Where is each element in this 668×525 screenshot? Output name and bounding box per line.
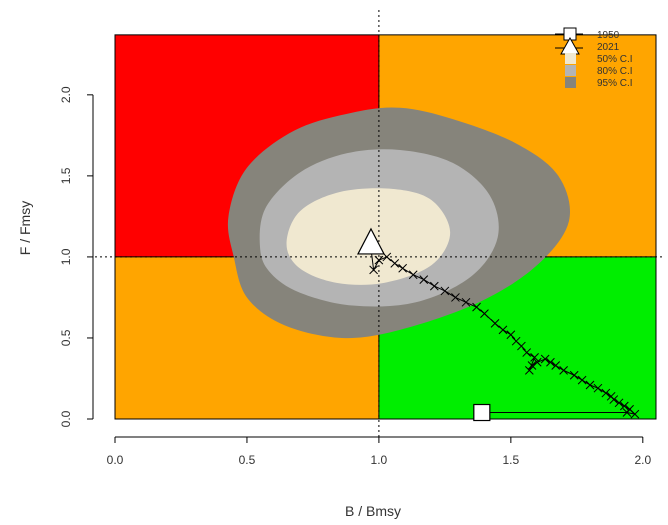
trajectory-point — [577, 375, 587, 385]
trajectory-point — [625, 404, 634, 414]
x-tick-label: 0.0 — [107, 453, 124, 467]
y-tick-label: 0.0 — [59, 410, 73, 427]
trajectory-point — [614, 398, 624, 408]
x-axis-title: B / Bmsy — [345, 503, 401, 519]
trajectory-point — [511, 336, 521, 346]
y-tick-label: 2.0 — [59, 86, 73, 103]
reference-lines — [95, 10, 664, 438]
legend-label: 80% C.I — [597, 66, 633, 77]
trajectory-point — [369, 265, 378, 275]
legend-swatch — [565, 77, 576, 88]
end-point-triangle — [356, 227, 385, 255]
trajectory-point — [390, 259, 400, 268]
trajectory-point — [530, 353, 539, 362]
trajectory-point — [593, 383, 603, 393]
y-tick-label: 1.5 — [59, 167, 73, 184]
trajectory-point — [551, 361, 561, 370]
trajectory-point — [569, 370, 579, 380]
trajectory-point — [532, 357, 542, 367]
trajectory-point — [522, 348, 532, 357]
legend-label: 50% C.I — [597, 54, 633, 65]
trajectory-point — [429, 281, 439, 291]
y-tick-label: 1.0 — [59, 248, 73, 265]
trajectory-point — [374, 255, 384, 265]
trajectory-point — [440, 286, 450, 296]
legend-swatch — [565, 53, 576, 64]
legend-label: 2021 — [597, 42, 620, 53]
endpoint-markers — [356, 227, 491, 422]
confidence-region-layer — [227, 107, 571, 339]
trajectory-point — [540, 354, 550, 364]
trajectory-point — [451, 293, 460, 302]
trajectory-point — [559, 366, 568, 375]
trajectory-point — [524, 366, 534, 375]
x-tick-label: 0.5 — [239, 453, 256, 467]
legend-label: 1950 — [597, 30, 620, 41]
trajectory-point — [461, 297, 471, 307]
trajectory-point — [419, 275, 429, 284]
trajectory-point — [546, 357, 555, 367]
trajectory-point — [408, 270, 418, 280]
trajectory-point — [585, 380, 595, 390]
x-tick-label: 2.0 — [634, 453, 651, 467]
trajectory-point — [606, 391, 616, 401]
y-tick-label: 0.5 — [59, 329, 73, 346]
x-tick-label: 1.0 — [371, 453, 388, 467]
trajectory-point — [480, 309, 489, 318]
y-axis-title: F / Fmsy — [17, 201, 33, 255]
trajectory-point — [527, 361, 537, 370]
trajectory-point — [398, 263, 408, 273]
x-tick-label: 1.5 — [503, 453, 520, 467]
trajectory-point — [506, 330, 516, 340]
trajectory-point — [619, 401, 629, 411]
legend-swatch — [565, 65, 576, 76]
quadrant-border — [114, 34, 657, 420]
trajectory-point — [498, 325, 508, 335]
trajectory-point — [490, 319, 500, 328]
trajectory-point — [472, 302, 481, 312]
axes: 0.0 0.5 1.0 1.5 2.0 0.0 0.5 1.0 1.5 2.0 — [59, 86, 651, 467]
start-point-square — [473, 403, 491, 422]
trajectory-point — [601, 388, 611, 398]
legend-label: 95% C.I — [597, 78, 633, 89]
